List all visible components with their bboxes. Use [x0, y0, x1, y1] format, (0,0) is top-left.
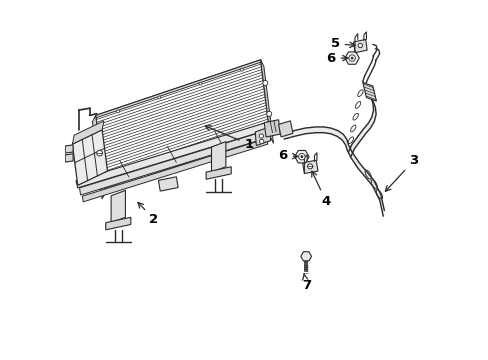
Circle shape — [307, 164, 312, 169]
Polygon shape — [348, 81, 375, 156]
Polygon shape — [96, 60, 261, 118]
Polygon shape — [65, 154, 73, 162]
Text: 5: 5 — [330, 37, 354, 50]
Polygon shape — [105, 135, 270, 193]
Text: 3: 3 — [385, 154, 418, 191]
Polygon shape — [211, 141, 225, 172]
Polygon shape — [105, 217, 131, 230]
Polygon shape — [65, 145, 73, 153]
Polygon shape — [96, 60, 270, 193]
Circle shape — [262, 81, 267, 86]
Polygon shape — [255, 127, 270, 145]
Text: 7: 7 — [301, 274, 310, 292]
Circle shape — [199, 82, 202, 85]
Polygon shape — [284, 127, 384, 216]
Polygon shape — [353, 40, 366, 53]
Text: 6: 6 — [325, 51, 347, 65]
Circle shape — [259, 134, 263, 138]
Circle shape — [158, 96, 161, 99]
Polygon shape — [158, 177, 178, 191]
Text: 1: 1 — [205, 126, 253, 151]
Polygon shape — [206, 167, 231, 179]
Circle shape — [298, 153, 305, 160]
Polygon shape — [72, 121, 104, 144]
Polygon shape — [362, 82, 376, 101]
Polygon shape — [264, 120, 280, 137]
Polygon shape — [278, 121, 292, 137]
Polygon shape — [80, 131, 267, 195]
Text: 4: 4 — [311, 171, 330, 208]
Polygon shape — [82, 138, 267, 202]
Polygon shape — [92, 116, 105, 199]
Polygon shape — [302, 160, 317, 174]
Circle shape — [300, 156, 303, 158]
Circle shape — [240, 68, 243, 71]
Circle shape — [117, 110, 119, 113]
Circle shape — [350, 57, 352, 59]
Text: 6: 6 — [278, 149, 297, 162]
Circle shape — [266, 111, 271, 116]
Polygon shape — [111, 190, 125, 223]
Circle shape — [348, 55, 355, 61]
Circle shape — [97, 150, 102, 156]
Text: 2: 2 — [138, 202, 158, 226]
Circle shape — [259, 139, 264, 144]
Polygon shape — [72, 130, 107, 185]
Circle shape — [357, 43, 362, 48]
Polygon shape — [76, 123, 267, 188]
Polygon shape — [260, 60, 273, 143]
